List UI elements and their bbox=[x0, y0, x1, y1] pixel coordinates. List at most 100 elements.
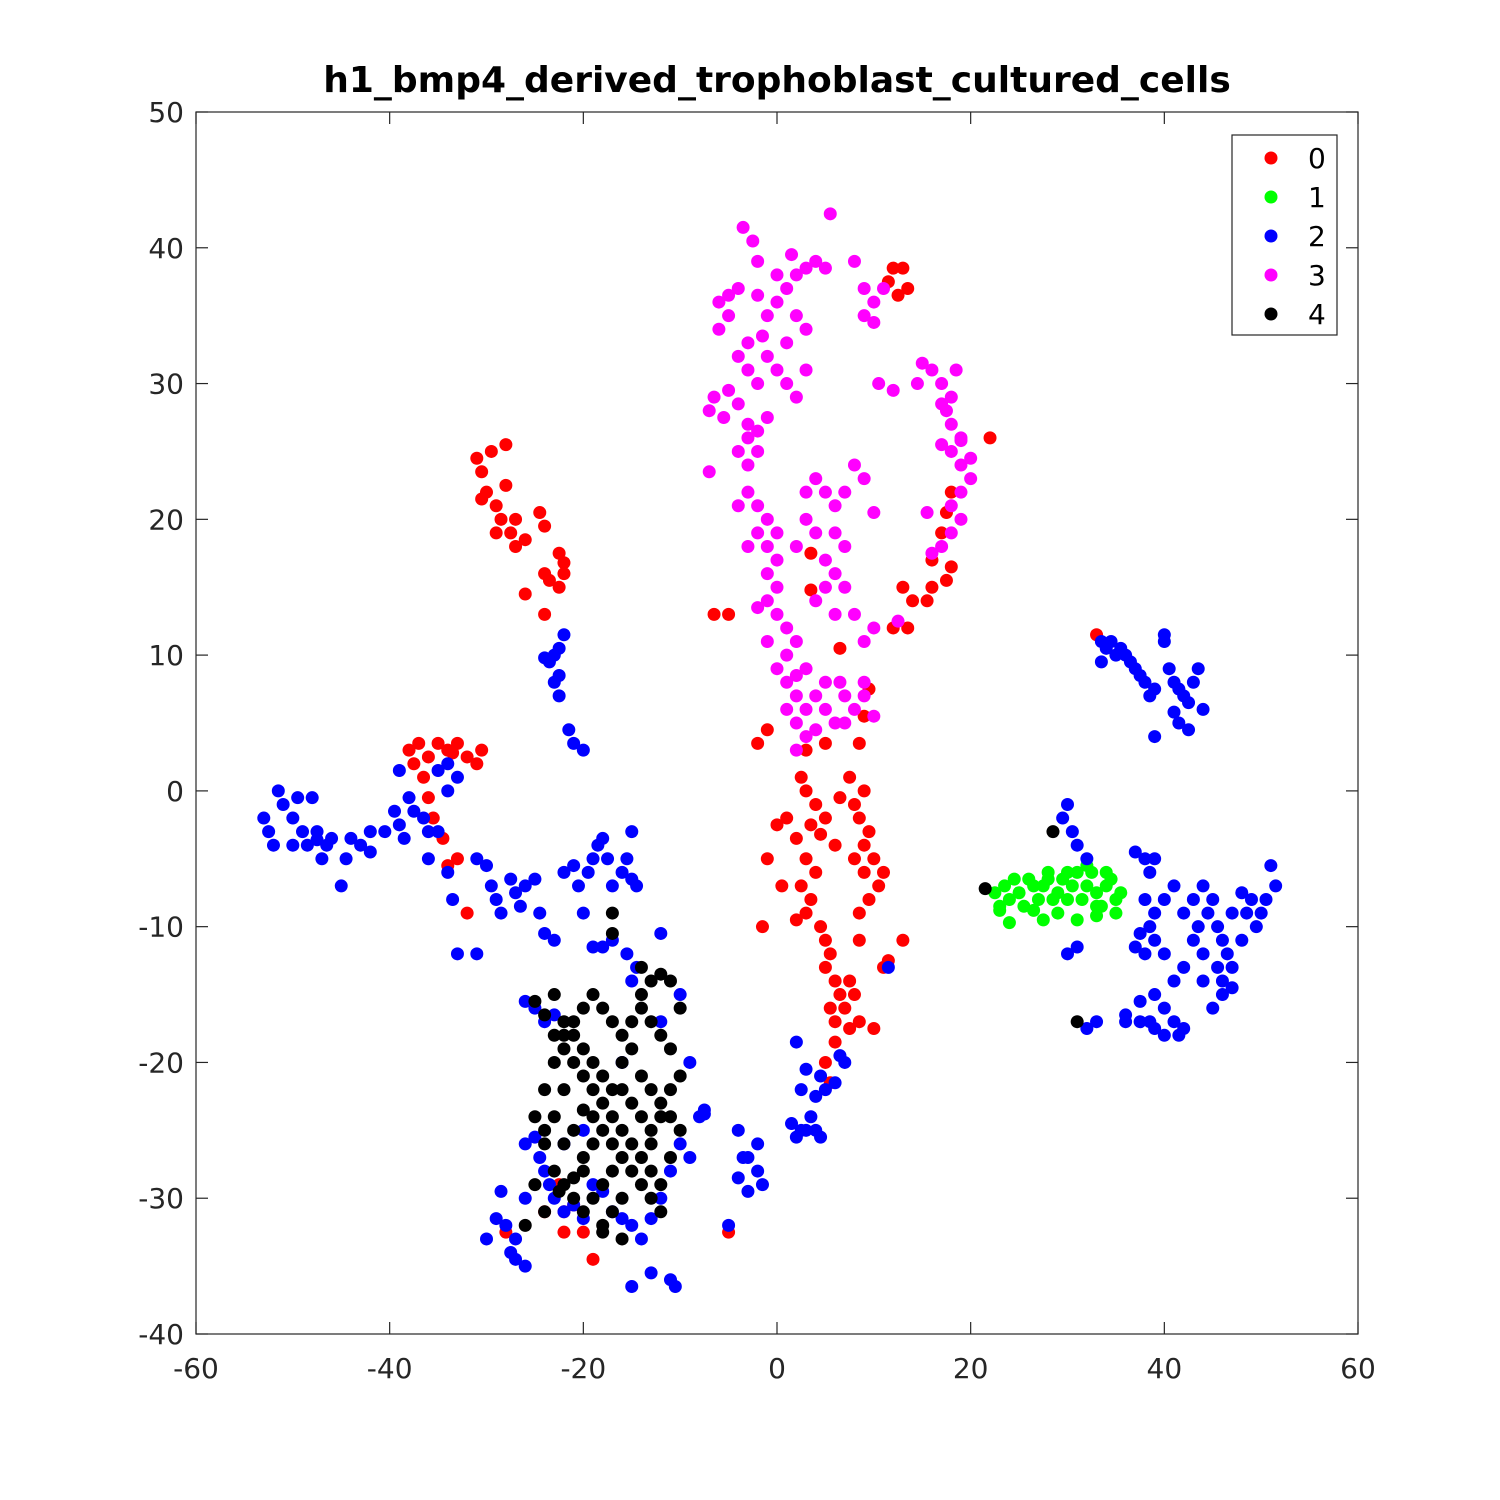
data-point bbox=[780, 621, 794, 635]
data-point bbox=[605, 1137, 619, 1151]
data-point bbox=[741, 1150, 755, 1164]
data-point bbox=[499, 438, 513, 452]
data-point bbox=[978, 882, 992, 896]
legend-label: 1 bbox=[1308, 181, 1326, 214]
data-point bbox=[697, 1107, 711, 1121]
data-point bbox=[542, 1178, 556, 1192]
data-point bbox=[480, 1232, 493, 1246]
data-point bbox=[576, 743, 590, 757]
data-point bbox=[799, 702, 813, 716]
data-point bbox=[489, 893, 503, 907]
data-point bbox=[828, 1076, 842, 1090]
data-point bbox=[1046, 825, 1060, 839]
data-point bbox=[852, 906, 866, 920]
data-point bbox=[567, 859, 581, 873]
data-point bbox=[789, 668, 803, 682]
data-point bbox=[518, 533, 532, 547]
data-point bbox=[804, 583, 818, 597]
data-point bbox=[305, 791, 319, 805]
data-point bbox=[867, 621, 881, 635]
data-point bbox=[441, 757, 455, 771]
data-point bbox=[741, 363, 755, 377]
data-point bbox=[286, 811, 300, 825]
data-point bbox=[1215, 988, 1229, 1002]
data-point bbox=[644, 974, 658, 988]
data-point bbox=[838, 716, 852, 730]
data-point bbox=[538, 1137, 552, 1151]
data-point bbox=[518, 879, 532, 893]
data-point bbox=[847, 988, 861, 1002]
data-point bbox=[1148, 1022, 1162, 1035]
data-point bbox=[605, 1164, 619, 1178]
data-point bbox=[993, 903, 1007, 917]
data-point bbox=[625, 1137, 639, 1151]
data-point bbox=[296, 825, 310, 839]
data-point bbox=[625, 1279, 639, 1293]
data-point bbox=[780, 702, 794, 716]
data-point bbox=[818, 580, 832, 594]
data-point bbox=[944, 560, 958, 574]
data-point bbox=[944, 499, 958, 513]
data-point bbox=[755, 920, 769, 934]
data-point bbox=[1191, 662, 1205, 676]
series-1 bbox=[988, 859, 1128, 930]
data-point bbox=[818, 960, 832, 974]
data-point bbox=[499, 1218, 513, 1232]
data-point bbox=[857, 282, 871, 296]
data-point bbox=[378, 825, 392, 839]
data-point bbox=[847, 458, 861, 472]
data-point bbox=[818, 702, 832, 716]
data-point bbox=[838, 539, 852, 553]
data-point bbox=[818, 736, 832, 750]
data-point bbox=[1114, 886, 1128, 900]
data-point bbox=[702, 404, 716, 418]
data-point bbox=[886, 261, 900, 275]
data-point bbox=[1157, 628, 1171, 642]
data-point bbox=[557, 1028, 571, 1042]
plot-area bbox=[196, 112, 1358, 1334]
data-point bbox=[785, 248, 799, 262]
data-point bbox=[847, 607, 861, 621]
data-point bbox=[460, 750, 474, 764]
data-point bbox=[634, 1001, 648, 1015]
data-point bbox=[789, 831, 803, 845]
data-point bbox=[344, 831, 358, 845]
data-point bbox=[470, 852, 484, 866]
legend-label: 2 bbox=[1308, 220, 1326, 253]
data-point bbox=[770, 553, 784, 567]
data-point bbox=[431, 736, 445, 750]
data-point bbox=[683, 1150, 697, 1164]
data-point bbox=[1138, 893, 1152, 907]
data-point bbox=[1191, 920, 1205, 934]
data-point bbox=[644, 1164, 658, 1178]
data-point bbox=[1070, 940, 1084, 954]
data-point bbox=[867, 315, 881, 329]
data-point bbox=[814, 920, 828, 934]
data-point bbox=[339, 852, 353, 866]
data-point bbox=[944, 526, 958, 540]
data-point bbox=[857, 838, 871, 852]
data-point bbox=[475, 492, 489, 506]
data-point bbox=[1167, 705, 1181, 719]
x-tick-label: 0 bbox=[768, 1352, 786, 1385]
data-point bbox=[780, 282, 794, 296]
y-tick-label: -10 bbox=[138, 911, 184, 944]
data-point bbox=[828, 838, 842, 852]
legend-marker bbox=[1264, 190, 1278, 204]
data-point bbox=[741, 485, 755, 499]
data-point bbox=[509, 1232, 523, 1246]
data-point bbox=[499, 478, 513, 492]
data-point bbox=[586, 1252, 600, 1266]
data-point bbox=[1143, 920, 1157, 934]
data-point bbox=[615, 1212, 629, 1226]
y-tick-label: 40 bbox=[148, 232, 184, 265]
data-point bbox=[920, 506, 934, 520]
data-point bbox=[538, 1008, 552, 1022]
data-point bbox=[731, 1171, 745, 1185]
data-point bbox=[964, 472, 978, 486]
data-point bbox=[1177, 960, 1191, 974]
data-point bbox=[707, 607, 721, 621]
legend-box bbox=[1231, 134, 1338, 336]
x-tick-label: -60 bbox=[173, 1352, 219, 1385]
data-point bbox=[504, 1246, 518, 1260]
